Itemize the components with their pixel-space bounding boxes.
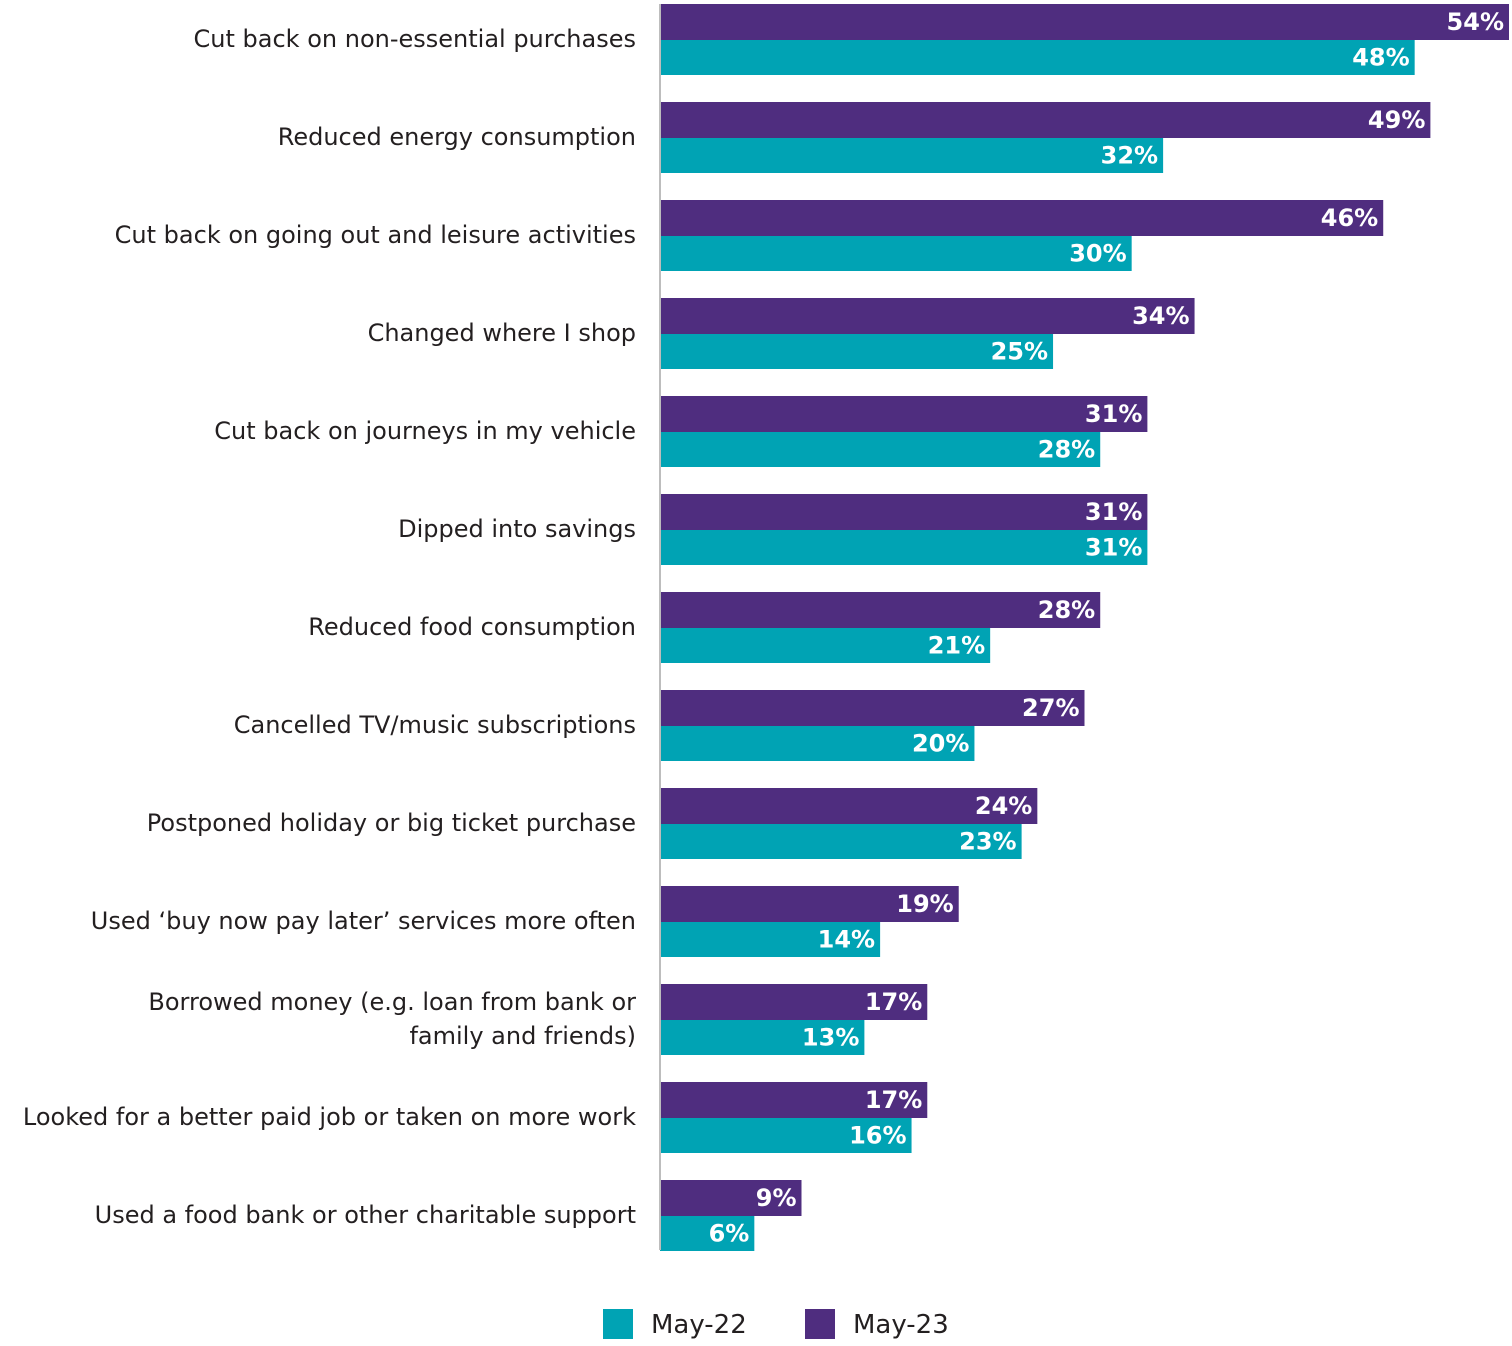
- category-label: Cut back on non-essential purchases: [194, 25, 636, 53]
- bar-may-22: [660, 432, 1101, 467]
- bar-may-23: [660, 984, 928, 1020]
- bar-may-23: [660, 592, 1101, 628]
- bar-may-23: [660, 1082, 928, 1118]
- category-label: Reduced food consumption: [308, 613, 636, 641]
- bar-may-22: [660, 236, 1132, 271]
- bar-may-22: [660, 1118, 912, 1153]
- bar-may-23: [660, 396, 1148, 432]
- category-label: Postponed holiday or big ticket purchase: [147, 809, 636, 837]
- bar-may-23: [660, 102, 1431, 138]
- data-label: 9%: [756, 1184, 797, 1212]
- category-label: Changed where I shop: [368, 319, 636, 347]
- bar-may-23: [660, 1180, 802, 1216]
- data-label: 48%: [1352, 44, 1409, 72]
- data-label: 28%: [1038, 596, 1095, 624]
- data-label: 46%: [1321, 204, 1378, 232]
- bar-may-23: [660, 200, 1384, 236]
- data-label: 21%: [928, 632, 985, 660]
- data-label: 14%: [818, 926, 875, 954]
- category-label: Looked for a better paid job or taken on…: [23, 1103, 636, 1131]
- data-label: 28%: [1038, 436, 1095, 464]
- category-label: Cancelled TV/music subscriptions: [234, 711, 636, 739]
- data-label: 23%: [959, 828, 1016, 856]
- data-label: 16%: [849, 1122, 906, 1150]
- data-label: 6%: [709, 1220, 750, 1248]
- legend-label: May-23: [853, 1310, 949, 1340]
- bar-may-22: [660, 628, 991, 663]
- data-label: 32%: [1101, 142, 1158, 170]
- bar-may-22: [660, 138, 1164, 173]
- category-label: Used a food bank or other charitable sup…: [95, 1201, 636, 1229]
- bar-may-23: [660, 788, 1038, 824]
- data-label: 24%: [975, 792, 1032, 820]
- legend-label: May-22: [651, 1310, 747, 1340]
- data-label: 31%: [1085, 498, 1142, 526]
- data-label: 34%: [1132, 302, 1189, 330]
- data-label: 17%: [865, 1086, 922, 1114]
- bar-may-22: [660, 530, 1148, 565]
- data-label: 54%: [1447, 8, 1504, 36]
- bar-may-22: [660, 824, 1022, 859]
- bar-may-22: [660, 1216, 755, 1251]
- bar-may-23: [660, 886, 959, 922]
- bar-may-22: [660, 40, 1415, 75]
- data-label: 27%: [1022, 694, 1079, 722]
- bar-may-23: [660, 4, 1509, 40]
- category-label: Cut back on going out and leisure activi…: [115, 221, 636, 249]
- data-label: 17%: [865, 988, 922, 1016]
- bar-may-23: [660, 494, 1148, 530]
- category-label: Borrowed money (e.g. loan from bank or fa…: [148, 988, 636, 1050]
- category-label: Cut back on journeys in my vehicle: [214, 417, 636, 445]
- bar-may-22: [660, 726, 975, 761]
- bar-may-22: [660, 922, 881, 957]
- bar-may-23: [660, 298, 1195, 334]
- data-label: 13%: [802, 1024, 859, 1052]
- data-label: 25%: [991, 338, 1048, 366]
- legend-swatch-may-23: [805, 1309, 835, 1339]
- data-label: 20%: [912, 730, 969, 758]
- category-label: Used ‘buy now pay later’ services more o…: [91, 907, 636, 935]
- data-label: 19%: [896, 890, 953, 918]
- legend-swatch-may-22: [603, 1309, 633, 1339]
- bar-may-23: [660, 690, 1085, 726]
- category-label: Dipped into savings: [398, 515, 636, 543]
- data-label: 31%: [1085, 400, 1142, 428]
- data-label: 30%: [1069, 240, 1126, 268]
- bar-may-22: [660, 1020, 865, 1055]
- category-label: Reduced energy consumption: [278, 123, 636, 151]
- data-label: 31%: [1085, 534, 1142, 562]
- data-label: 49%: [1368, 106, 1425, 134]
- bar-may-22: [660, 334, 1054, 369]
